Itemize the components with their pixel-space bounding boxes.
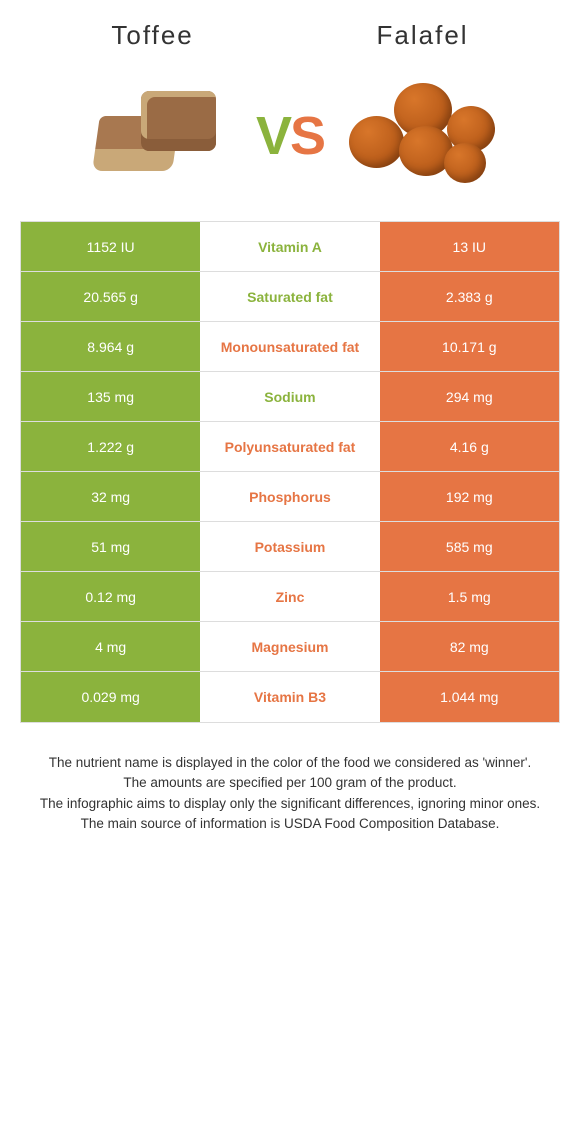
value-left: 1152 IU: [21, 222, 200, 271]
table-row: 135 mgSodium294 mg: [21, 372, 559, 422]
table-row: 20.565 gSaturated fat2.383 g: [21, 272, 559, 322]
footer-line: The nutrient name is displayed in the co…: [30, 753, 550, 773]
food-title-right: Falafel: [377, 20, 469, 51]
value-left: 51 mg: [21, 522, 200, 571]
nutrient-label: Phosphorus: [200, 472, 379, 521]
value-right: 294 mg: [380, 372, 559, 421]
table-row: 4 mgMagnesium82 mg: [21, 622, 559, 672]
vs-row: VS: [20, 81, 560, 191]
food-image-right: [344, 81, 504, 191]
value-left: 135 mg: [21, 372, 200, 421]
food-image-left: [76, 81, 236, 191]
table-row: 8.964 gMonounsaturated fat10.171 g: [21, 322, 559, 372]
footer-line: The infographic aims to display only the…: [30, 794, 550, 814]
footer-notes: The nutrient name is displayed in the co…: [20, 753, 560, 834]
value-right: 192 mg: [380, 472, 559, 521]
nutrient-label: Sodium: [200, 372, 379, 421]
nutrient-table: 1152 IUVitamin A13 IU20.565 gSaturated f…: [20, 221, 560, 723]
table-row: 51 mgPotassium585 mg: [21, 522, 559, 572]
value-left: 20.565 g: [21, 272, 200, 321]
nutrient-label: Potassium: [200, 522, 379, 571]
value-left: 0.029 mg: [21, 672, 200, 722]
value-right: 2.383 g: [380, 272, 559, 321]
table-row: 0.029 mgVitamin B31.044 mg: [21, 672, 559, 722]
table-row: 1152 IUVitamin A13 IU: [21, 222, 559, 272]
vs-label: VS: [256, 105, 324, 167]
value-left: 8.964 g: [21, 322, 200, 371]
table-row: 1.222 gPolyunsaturated fat4.16 g: [21, 422, 559, 472]
nutrient-label: Zinc: [200, 572, 379, 621]
nutrient-label: Saturated fat: [200, 272, 379, 321]
food-title-left: Toffee: [111, 20, 193, 51]
value-right: 585 mg: [380, 522, 559, 571]
value-right: 13 IU: [380, 222, 559, 271]
nutrient-label: Vitamin B3: [200, 672, 379, 722]
value-left: 32 mg: [21, 472, 200, 521]
vs-s: S: [290, 106, 324, 166]
vs-v: V: [256, 106, 290, 166]
footer-line: The main source of information is USDA F…: [30, 814, 550, 834]
value-right: 1.5 mg: [380, 572, 559, 621]
table-row: 0.12 mgZinc1.5 mg: [21, 572, 559, 622]
value-right: 4.16 g: [380, 422, 559, 471]
value-right: 82 mg: [380, 622, 559, 671]
falafel-icon: [349, 81, 499, 191]
value-right: 1.044 mg: [380, 672, 559, 722]
value-right: 10.171 g: [380, 322, 559, 371]
table-row: 32 mgPhosphorus192 mg: [21, 472, 559, 522]
value-left: 4 mg: [21, 622, 200, 671]
value-left: 1.222 g: [21, 422, 200, 471]
nutrient-label: Monounsaturated fat: [200, 322, 379, 371]
footer-line: The amounts are specified per 100 gram o…: [30, 773, 550, 793]
header-row: Toffee Falafel: [20, 20, 560, 51]
nutrient-label: Magnesium: [200, 622, 379, 671]
toffee-icon: [86, 86, 226, 186]
value-left: 0.12 mg: [21, 572, 200, 621]
nutrient-label: Vitamin A: [200, 222, 379, 271]
nutrient-label: Polyunsaturated fat: [200, 422, 379, 471]
